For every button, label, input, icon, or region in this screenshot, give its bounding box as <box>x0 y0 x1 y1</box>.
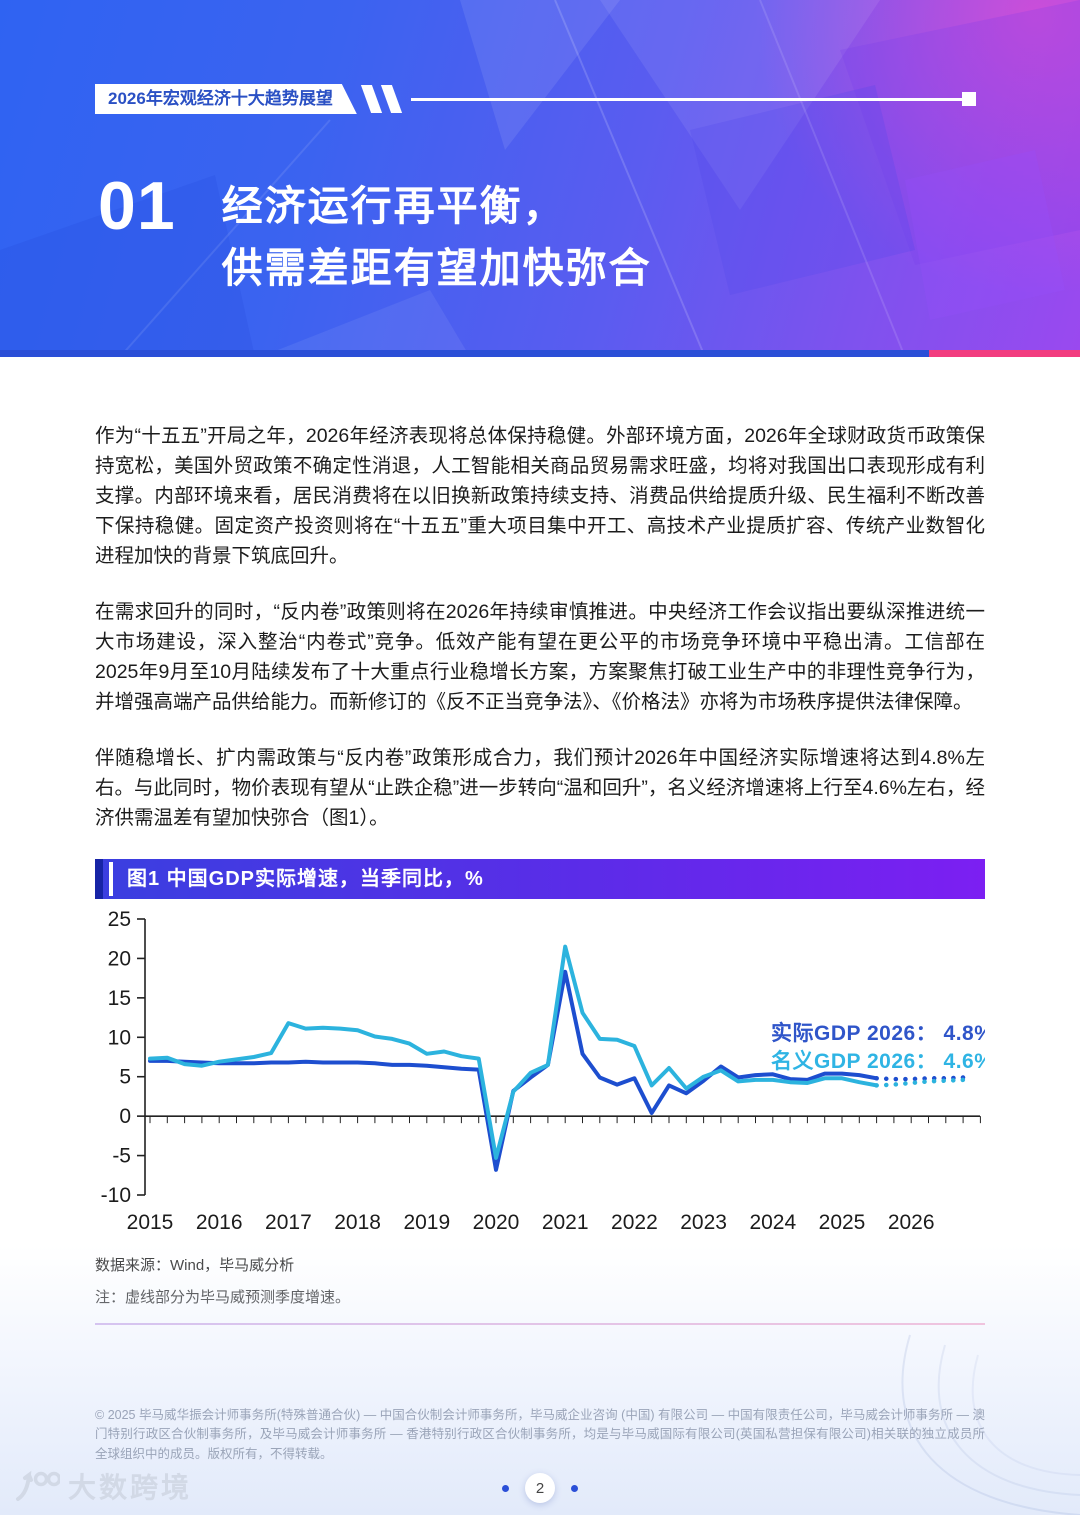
watermark-logo-icon <box>16 1470 60 1501</box>
annotation-real-gdp: 实际GDP 2026： 4.8% <box>771 1021 985 1045</box>
page-number-row: 2 <box>0 1473 1080 1503</box>
body-paragraph-1: 作为“十五五”开局之年，2026年经济表现将总体保持稳健。外部环境方面，2026… <box>95 425 985 567</box>
footer-swirl-decoration <box>901 1334 1080 1515</box>
section-title-line2: 供需差距有望加快弥合 <box>221 244 652 291</box>
section-title-line1: 经济运行再平衡， <box>221 183 566 229</box>
header-rule-line <box>410 97 962 101</box>
body-paragraph-3: 伴随稳增长、扩内需政策与“反内卷”政策形成合力，我们预计2026年中国经济实际增… <box>95 747 985 829</box>
figure-title-bar: 图1 中国GDP实际增速，当季同比，% <box>95 859 985 899</box>
figure-1-chart-area: 25 20 15 10 5 0 -5 -10 2015 2016 2017 2018 2019 2020 2… <box>95 908 993 1246</box>
svg-text:20: 20 <box>108 947 131 970</box>
watermark: 大数跨境 <box>14 1466 192 1506</box>
page-content: 作为“十五五”开局之年，2026年经济表现将总体保持稳健。外部环境方面，2026… <box>0 357 1080 1325</box>
slash-decoration-icon <box>380 85 402 113</box>
svg-text:2022: 2022 <box>611 1211 658 1234</box>
svg-text:2024: 2024 <box>749 1211 796 1234</box>
watermark-text: 大数跨境 <box>68 1472 193 1503</box>
svg-text:2023: 2023 <box>680 1211 727 1234</box>
svg-text:2018: 2018 <box>334 1211 381 1234</box>
svg-text:2019: 2019 <box>403 1211 450 1234</box>
figure-title: 图1 中国GDP实际增速，当季同比，% <box>127 868 484 890</box>
svg-text:5: 5 <box>119 1066 131 1089</box>
banner-abstract-cubes-decoration <box>0 0 1080 357</box>
svg-text:-10: -10 <box>101 1184 131 1207</box>
banner-header-row: 2026年宏观经济十大趋势展望 <box>95 84 976 114</box>
svg-text:15: 15 <box>108 987 131 1010</box>
svg-text:2025: 2025 <box>819 1211 866 1234</box>
pager-left-dot-icon <box>502 1484 509 1492</box>
svg-text:2021: 2021 <box>542 1211 589 1234</box>
slash-decoration-icon <box>360 85 382 113</box>
pager-right-dot-icon <box>571 1484 578 1492</box>
figure-title-tick <box>109 862 113 896</box>
svg-text:2017: 2017 <box>265 1211 312 1234</box>
svg-text:0: 0 <box>119 1105 131 1128</box>
svg-text:2020: 2020 <box>473 1211 520 1234</box>
copyright-text: © 2025 毕马威华振会计师事务所(特殊普通合伙) — 中国合伙制会计师事务所… <box>95 1408 985 1461</box>
accent-bar-blue <box>0 350 929 357</box>
svg-text:10: 10 <box>108 1026 131 1049</box>
svg-text:2015: 2015 <box>127 1211 174 1234</box>
annotation-nominal-gdp: 名义GDP 2026： 4.6% <box>771 1049 985 1073</box>
footer-background <box>0 1245 1080 1515</box>
svg-text:-5: -5 <box>112 1145 131 1168</box>
report-title-badge: 2026年宏观经济十大趋势展望 <box>95 84 357 114</box>
header-rule-end-square <box>962 92 976 106</box>
svg-text:25: 25 <box>108 911 131 931</box>
section-title: 经济运行再平衡， 供需差距有望加快弥合 <box>222 176 652 299</box>
page-number: 2 <box>525 1473 555 1503</box>
svg-text:2026: 2026 <box>888 1211 935 1234</box>
banner-bottom-accent-bar <box>0 350 1080 357</box>
report-title-text: 2026年宏观经济十大趋势展望 <box>108 89 333 108</box>
accent-bar-pink <box>928 350 1080 357</box>
banner: 2026年宏观经济十大趋势展望 01 经济运行再平衡， 供需差距有望加快弥合 <box>0 0 1080 357</box>
body-paragraph-2: 在需求回升的同时，“反内卷”政策则将在2026年持续审慎推进。中央经济工作会议指… <box>95 601 985 713</box>
section-number: 01 <box>98 168 176 244</box>
section-headline: 01 经济运行再平衡， 供需差距有望加快弥合 <box>98 168 652 299</box>
svg-text:2016: 2016 <box>196 1211 243 1234</box>
